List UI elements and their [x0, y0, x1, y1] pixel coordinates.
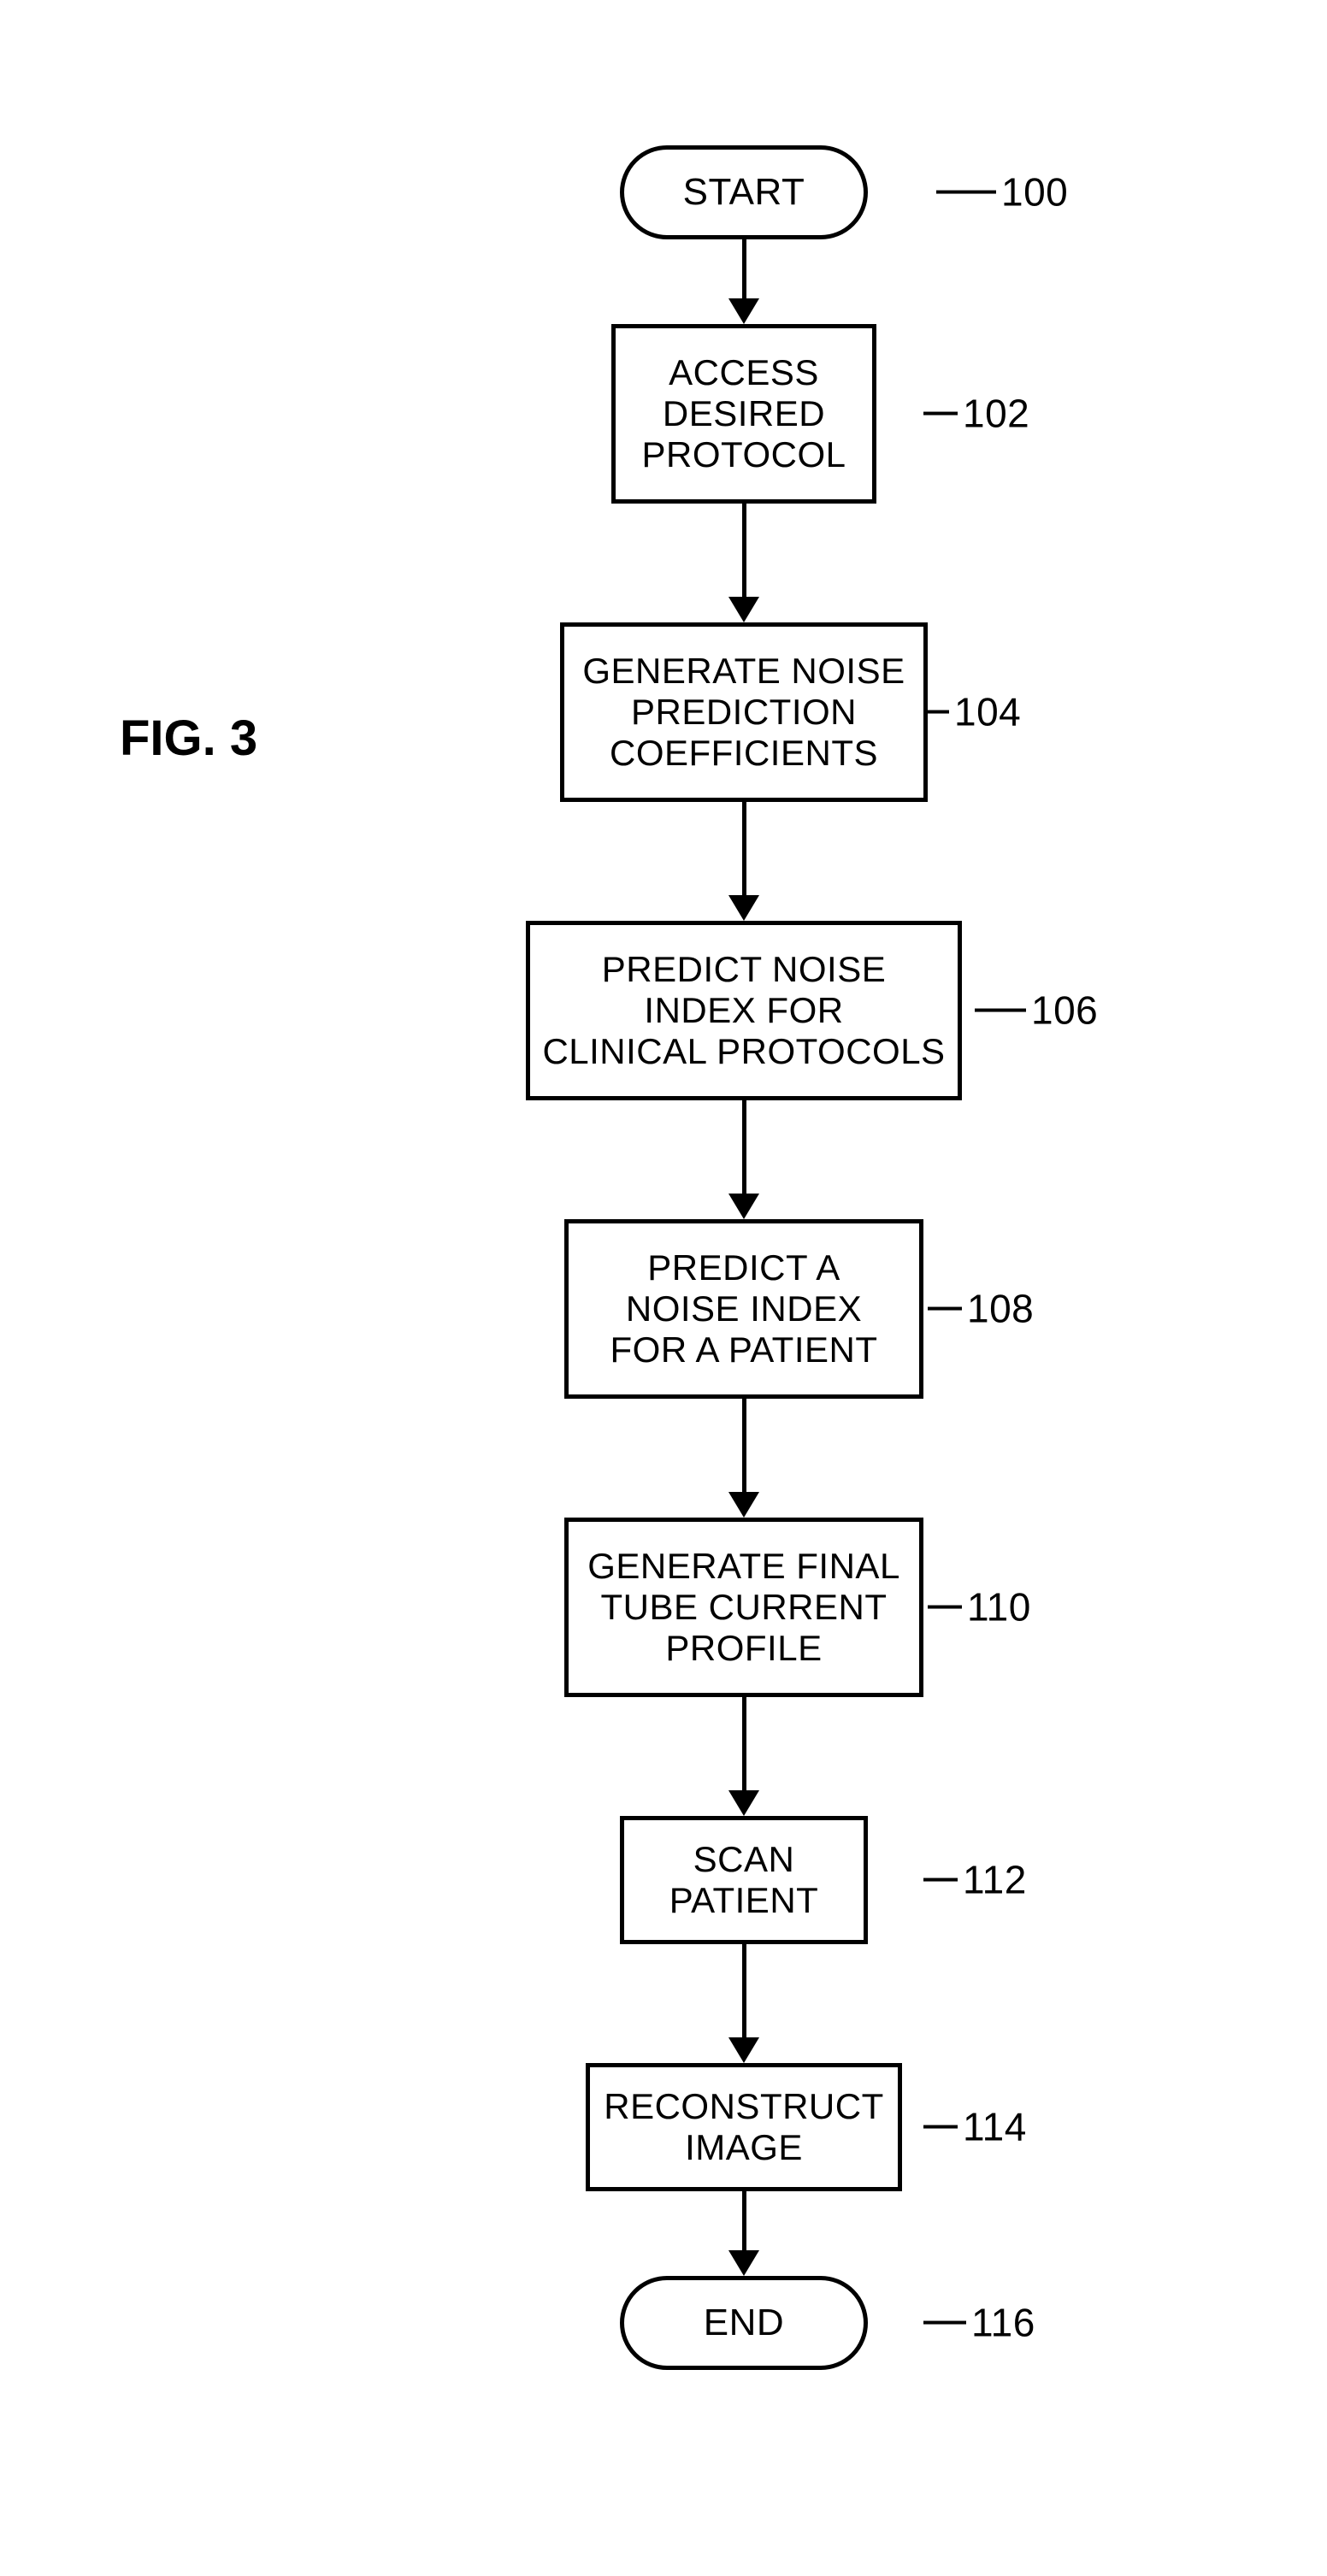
ref-label-102: 102 — [923, 392, 1029, 437]
flow-node-start: START100 — [620, 145, 868, 239]
flow-node-genprof: GENERATE FINAL TUBE CURRENT PROFILE110 — [564, 1518, 923, 1697]
flow-node-text: END — [704, 2302, 784, 2345]
flow-node-access: ACCESS DESIRED PROTOCOL102 — [611, 324, 876, 504]
flow-node-text: START — [683, 171, 805, 215]
flow-node-text: RECONSTRUCT IMAGE — [604, 2086, 884, 2169]
ref-number: 102 — [963, 392, 1029, 437]
ref-number: 104 — [954, 690, 1021, 735]
arrow-stem — [742, 504, 746, 598]
ref-label-106: 106 — [975, 988, 1098, 1034]
ref-number: 106 — [1031, 988, 1098, 1034]
ref-number: 110 — [967, 1585, 1031, 1630]
ref-label-100: 100 — [936, 170, 1068, 215]
flow-arrow — [445, 1944, 1043, 2063]
flow-arrow — [445, 1100, 1043, 1219]
ref-connector — [923, 1878, 958, 1882]
flow-node-predclin: PREDICT NOISE INDEX FOR CLINICAL PROTOCO… — [526, 921, 962, 1100]
flow-node-text: ACCESS DESIRED PROTOCOL — [642, 352, 846, 476]
ref-connector — [923, 2125, 958, 2129]
ref-number: 112 — [963, 1858, 1027, 1903]
flow-arrow — [445, 239, 1043, 324]
flow-arrow — [445, 2191, 1043, 2276]
ref-label-116: 116 — [923, 2301, 1035, 2346]
arrow-stem — [742, 239, 746, 299]
flow-node-gencoef: GENERATE NOISE PREDICTION COEFFICIENTS10… — [560, 622, 928, 802]
flowchart: START100ACCESS DESIRED PROTOCOL102GENERA… — [445, 145, 1043, 2370]
ref-label-114: 114 — [923, 2105, 1027, 2150]
flow-node-end: END116 — [620, 2276, 868, 2370]
flow-arrow — [445, 802, 1043, 921]
ref-label-108: 108 — [928, 1287, 1034, 1332]
ref-label-112: 112 — [923, 1858, 1027, 1903]
ref-label-110: 110 — [928, 1585, 1031, 1630]
flow-node-text: PREDICT A NOISE INDEX FOR A PATIENT — [610, 1247, 878, 1371]
ref-connector — [923, 710, 949, 714]
flow-arrow — [445, 1697, 1043, 1816]
arrow-head-icon — [728, 597, 759, 622]
flow-node-text: SCAN PATIENT — [669, 1839, 819, 1922]
flow-node-recon: RECONSTRUCT IMAGE114 — [586, 2063, 902, 2191]
ref-connector — [928, 1606, 962, 1609]
ref-number: 114 — [963, 2105, 1027, 2150]
arrow-head-icon — [728, 1194, 759, 1219]
arrow-stem — [742, 2191, 746, 2251]
arrow-head-icon — [728, 2250, 759, 2276]
ref-connector — [936, 191, 996, 194]
arrow-stem — [742, 1944, 746, 2038]
flow-node-text: PREDICT NOISE INDEX FOR CLINICAL PROTOCO… — [542, 949, 945, 1073]
arrow-head-icon — [728, 2037, 759, 2063]
ref-number: 108 — [967, 1287, 1034, 1332]
arrow-stem — [742, 1100, 746, 1194]
flow-node-predpat: PREDICT A NOISE INDEX FOR A PATIENT108 — [564, 1219, 923, 1399]
arrow-head-icon — [728, 1492, 759, 1518]
figure-label: FIG. 3 — [120, 710, 257, 767]
arrow-head-icon — [728, 895, 759, 921]
flow-arrow — [445, 1399, 1043, 1518]
ref-number: 116 — [971, 2301, 1035, 2346]
ref-connector — [923, 2321, 966, 2325]
flow-arrow — [445, 504, 1043, 622]
arrow-stem — [742, 1697, 746, 1791]
ref-label-104: 104 — [923, 690, 1021, 735]
ref-number: 100 — [1001, 170, 1068, 215]
arrow-stem — [742, 802, 746, 896]
ref-connector — [975, 1009, 1026, 1012]
ref-connector — [928, 1307, 962, 1311]
ref-connector — [923, 412, 958, 416]
arrow-head-icon — [728, 1790, 759, 1816]
arrow-head-icon — [728, 298, 759, 324]
flow-node-text: GENERATE NOISE PREDICTION COEFFICIENTS — [582, 651, 905, 775]
arrow-stem — [742, 1399, 746, 1493]
flow-node-scan: SCAN PATIENT112 — [620, 1816, 868, 1944]
flow-node-text: GENERATE FINAL TUBE CURRENT PROFILE — [587, 1546, 900, 1670]
